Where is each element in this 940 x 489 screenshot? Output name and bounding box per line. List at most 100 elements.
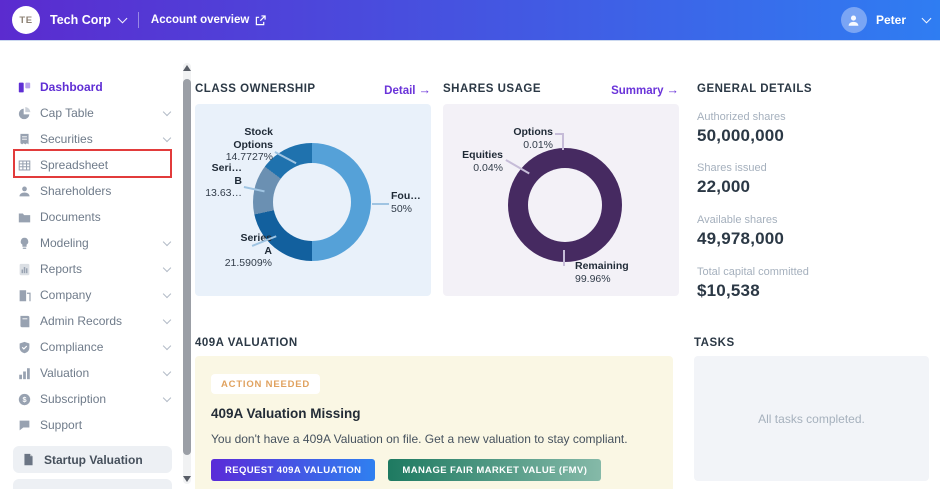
sidebar-item-cap-table[interactable]: Cap Table: [0, 100, 186, 126]
document-icon: [21, 453, 35, 467]
external-link-icon: [255, 14, 266, 26]
callout-founders: Fou… 50%: [391, 190, 421, 215]
lightbulb-icon: [17, 236, 31, 250]
sidebar-item-securities[interactable]: Securities: [0, 126, 186, 152]
chat-icon: [17, 418, 31, 432]
dashboard-icon: [17, 80, 31, 94]
sidebar-item-support[interactable]: Support: [0, 412, 186, 438]
sidebar-item-compliance[interactable]: Compliance: [0, 334, 186, 360]
valuation-buttons: REQUEST 409A VALUATION MANAGE FAIR MARKE…: [211, 459, 657, 481]
general-details: Authorized shares 50,000,000 Shares issu…: [697, 104, 930, 304]
request-409a-valuation-button[interactable]: REQUEST 409A VALUATION: [211, 459, 376, 481]
shield-icon: [17, 340, 31, 354]
pie-chart-icon: [17, 106, 31, 120]
sidebar-item-company[interactable]: Company: [0, 282, 186, 308]
chevron-down-icon: [162, 367, 172, 376]
divider: [137, 12, 139, 28]
sidebar-item-modeling[interactable]: Modeling: [0, 230, 186, 256]
folder-icon: [17, 210, 31, 224]
chevron-down-icon: [162, 341, 172, 350]
sidebar-item-label: Documents: [40, 210, 101, 224]
sidebar-item-label: Admin Records: [40, 314, 123, 328]
callout-stock-options: Stock Options 14.7727%: [225, 126, 273, 164]
sidebar-item-dashboard[interactable]: Dashboard: [0, 74, 186, 100]
valuation-heading: 409A Valuation Missing: [211, 406, 361, 421]
sidebar-item-label: Cap Table: [40, 106, 94, 120]
callout-equities: Equities 0.04%: [462, 149, 503, 174]
shares-usage-title: SHARES USAGE: [443, 83, 542, 95]
account-overview-label: Account overview: [150, 14, 250, 26]
sidebar-scrollbar[interactable]: [183, 63, 191, 484]
chevron-down-icon: [162, 133, 172, 142]
class-ownership-card: Stock Options 14.7727% Seri… B 13.63… Se…: [195, 104, 431, 296]
general-detail-item: Total capital committed $10,538: [697, 266, 809, 300]
sidebar-item-label: Subscription: [40, 392, 107, 406]
valuation-body-text: You don't have a 409A Valuation on file.…: [211, 432, 628, 446]
manage-fmv-button[interactable]: MANAGE FAIR MARKET VALUE (FMV): [388, 459, 602, 481]
sidebar-item-admin-records[interactable]: Admin Records: [0, 308, 186, 334]
dollar-icon: $: [17, 392, 31, 406]
spreadsheet-grid-icon: [17, 158, 31, 172]
top-header: TE Tech Corp Account overview Peter: [0, 0, 940, 41]
arrow-right-icon: →: [666, 83, 680, 97]
sidebar-item-label: Modeling: [40, 236, 89, 250]
sidebar: Dashboard Cap Table Securities Spreadsheet S…: [0, 42, 186, 489]
scroll-down-arrow-icon[interactable]: [183, 476, 191, 482]
chevron-down-icon: [162, 237, 172, 246]
tasks-card: All tasks completed.: [694, 356, 929, 481]
sidebar-item-label: Company: [40, 288, 92, 302]
arrow-right-icon: →: [418, 83, 432, 97]
sidebar-item-label: Compliance: [40, 340, 104, 354]
callout-options: Options 0.01%: [513, 126, 553, 151]
sidebar-item-documents[interactable]: Documents: [0, 204, 186, 230]
general-detail-item: Shares issued 22,000: [697, 162, 767, 196]
building-icon: [17, 288, 31, 302]
sidebar-item-label: Support: [40, 418, 83, 432]
user-name: Peter: [875, 13, 906, 27]
person-icon: [17, 184, 31, 198]
sidebar-item-partial: [13, 479, 172, 489]
chevron-down-icon: [921, 13, 932, 24]
donut-hole: [273, 163, 351, 241]
sidebar-item-label: Startup Valuation: [44, 452, 143, 467]
sidebar-item-startup-valuation[interactable]: Startup Valuation: [13, 446, 172, 473]
general-detail-item: Authorized shares 50,000,000: [697, 111, 786, 145]
chevron-down-icon: [117, 13, 128, 24]
general-details-title: GENERAL DETAILS: [697, 83, 813, 95]
sidebar-item-subscription[interactable]: $ Subscription: [0, 386, 186, 412]
general-detail-item: Available shares 49,978,000: [697, 214, 785, 248]
org-name: Tech Corp: [50, 13, 111, 27]
tasks-title: TASKS: [694, 337, 735, 349]
svg-text:$: $: [22, 395, 26, 404]
sidebar-item-label: Dashboard: [40, 80, 103, 94]
callout-remaining: Remaining 99.96%: [575, 260, 629, 285]
scrollbar-thumb[interactable]: [183, 79, 191, 455]
class-ownership-donut-chart: [253, 143, 371, 261]
sidebar-item-valuation[interactable]: Valuation: [0, 360, 186, 386]
sidebar-item-label: Shareholders: [40, 184, 112, 198]
scroll-up-arrow-icon[interactable]: [183, 65, 191, 71]
shares-usage-donut-chart: [508, 148, 622, 262]
sidebar-item-spreadsheet[interactable]: Spreadsheet: [0, 152, 186, 178]
account-overview-link[interactable]: Account overview: [151, 14, 266, 26]
report-icon: [17, 262, 31, 276]
valuation-card: ACTION NEEDED 409A Valuation Missing You…: [195, 356, 673, 489]
certificate-icon: [17, 132, 31, 146]
chevron-down-icon: [162, 315, 172, 324]
chevron-down-icon: [162, 393, 172, 402]
sidebar-item-label: Spreadsheet: [40, 158, 109, 172]
detail-link[interactable]: Detail →: [384, 83, 432, 97]
sidebar-item-reports[interactable]: Reports: [0, 256, 186, 282]
bar-chart-icon: [17, 366, 31, 380]
sidebar-item-shareholders[interactable]: Shareholders: [0, 178, 186, 204]
donut-hole: [528, 168, 602, 242]
chevron-down-icon: [162, 263, 172, 272]
chevron-down-icon: [162, 289, 172, 298]
action-needed-badge: ACTION NEEDED: [211, 374, 321, 394]
org-switcher[interactable]: Tech Corp: [40, 13, 128, 27]
user-menu[interactable]: Peter: [840, 7, 932, 33]
class-ownership-title: CLASS OWNERSHIP: [195, 83, 316, 95]
summary-link[interactable]: Summary →: [611, 83, 680, 97]
sidebar-nav: Dashboard Cap Table Securities Spreadsheet S…: [0, 74, 186, 473]
